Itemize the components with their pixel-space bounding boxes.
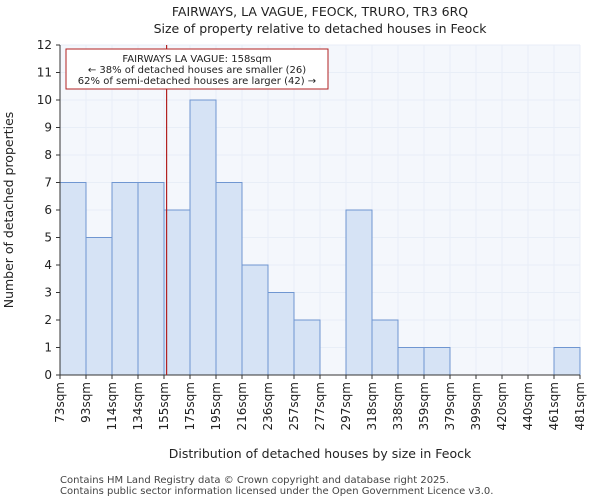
x-tick-label-195sqm: 195sqm xyxy=(209,382,223,430)
bar-236sqm xyxy=(267,292,295,376)
y-tick-label-3: 3 xyxy=(44,286,52,300)
x-tick-label-399sqm: 399sqm xyxy=(469,382,483,430)
x-tick-label-420sqm: 420sqm xyxy=(495,382,509,430)
x-tick-label-481sqm: 481sqm xyxy=(573,382,587,430)
y-tick-label-9: 9 xyxy=(44,121,52,135)
chart-subtitle: Size of property relative to detached ho… xyxy=(154,21,488,36)
footer-line-2: Contains public sector information licen… xyxy=(60,486,493,497)
x-tick-label-318sqm: 318sqm xyxy=(365,382,379,430)
y-axis-label: Number of detached properties xyxy=(1,112,16,309)
bar-73sqm xyxy=(59,182,87,376)
x-tick-label-236sqm: 236sqm xyxy=(261,382,275,430)
bar-155sqm xyxy=(163,209,191,376)
x-tick-label-216sqm: 216sqm xyxy=(235,382,249,430)
bar-338sqm xyxy=(397,347,425,376)
bar-134sqm xyxy=(137,182,165,376)
x-tick-label-134sqm: 134sqm xyxy=(131,382,145,430)
y-tick-label-0: 0 xyxy=(44,368,52,382)
x-axis-label: Distribution of detached houses by size … xyxy=(169,446,472,461)
bar-359sqm xyxy=(423,347,451,376)
y-tick-label-11: 11 xyxy=(37,66,52,80)
x-tick-label-379sqm: 379sqm xyxy=(443,382,457,430)
x-tick-label-297sqm: 297sqm xyxy=(339,382,353,430)
x-tick-label-461sqm: 461sqm xyxy=(547,382,561,430)
bar-175sqm xyxy=(189,99,217,376)
annotation-label: FAIRWAYS LA VAGUE: 158sqm xyxy=(122,54,271,65)
x-tick-label-73sqm: 73sqm xyxy=(53,382,67,423)
annotation-box xyxy=(65,48,329,90)
x-tick-label-257sqm: 257sqm xyxy=(287,382,301,430)
y-tick-label-12: 12 xyxy=(37,38,52,52)
bar-195sqm xyxy=(215,182,243,376)
annotation-smaller: ← 38% of detached houses are smaller (26… xyxy=(88,65,306,76)
y-tick-label-8: 8 xyxy=(44,148,52,162)
x-tick-label-440sqm: 440sqm xyxy=(521,382,535,430)
bar-114sqm xyxy=(111,182,139,376)
chart-title: FAIRWAYS, LA VAGUE, FEOCK, TRURO, TR3 6R… xyxy=(172,4,468,19)
y-tick-label-4: 4 xyxy=(44,258,52,272)
bar-216sqm xyxy=(241,264,269,376)
annotation-larger: 62% of semi-detached houses are larger (… xyxy=(78,76,316,87)
x-tick-label-359sqm: 359sqm xyxy=(417,382,431,430)
bar-93sqm xyxy=(85,237,113,376)
y-tick-label-6: 6 xyxy=(44,203,52,217)
bar-257sqm xyxy=(293,319,321,376)
y-tick-label-2: 2 xyxy=(44,313,52,327)
x-ticks: 73sqm 93sqm 114sqm 134sqm 155sqm 175sqm 195sqm… xyxy=(53,375,587,430)
x-tick-label-277sqm: 277sqm xyxy=(313,382,327,430)
bars xyxy=(59,99,581,376)
x-tick-label-155sqm: 155sqm xyxy=(157,382,171,430)
footer-line-1: Contains HM Land Registry data © Crown c… xyxy=(60,475,449,486)
x-tick-label-338sqm: 338sqm xyxy=(391,382,405,430)
y-tick-label-5: 5 xyxy=(44,231,52,245)
bar-461sqm xyxy=(553,347,581,376)
bar-297sqm xyxy=(345,209,373,376)
y-tick-label-7: 7 xyxy=(44,176,52,190)
bar-318sqm xyxy=(371,319,399,376)
x-tick-label-114sqm: 114sqm xyxy=(105,382,119,430)
y-tick-label-1: 1 xyxy=(44,341,52,355)
y-tick-label-10: 10 xyxy=(37,93,52,107)
x-tick-label-175sqm: 175sqm xyxy=(183,382,197,430)
x-tick-label-93sqm: 93sqm xyxy=(79,382,93,423)
